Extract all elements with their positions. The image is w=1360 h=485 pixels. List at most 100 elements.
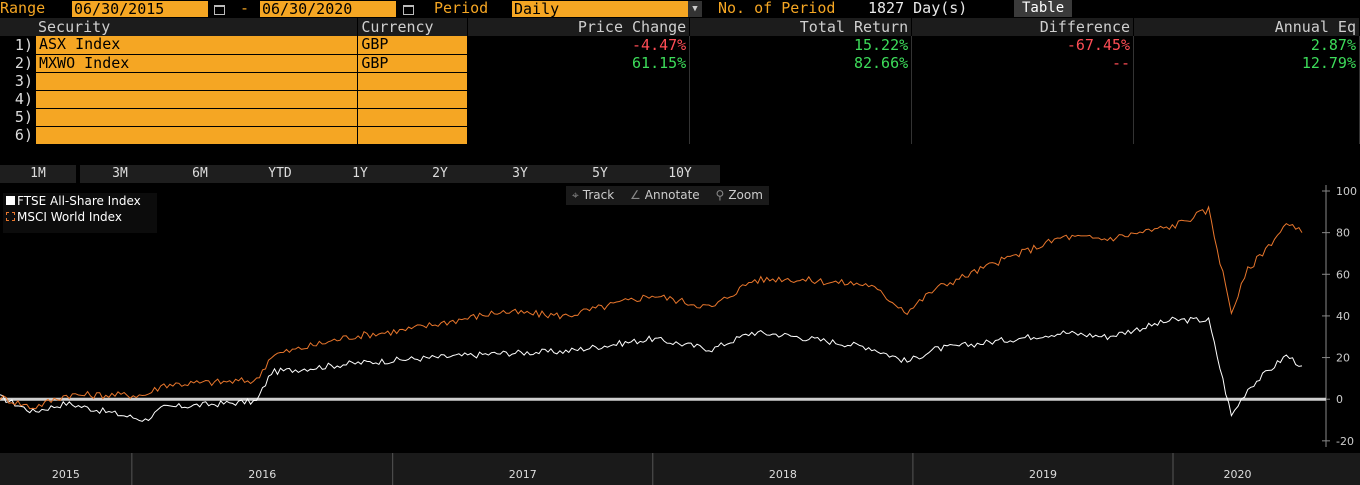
table-row[interactable]: 4) bbox=[0, 90, 1360, 109]
y-tick-label: 40 bbox=[1336, 310, 1350, 323]
row-number: 1) bbox=[14, 36, 33, 54]
difference-cell: -67.45% bbox=[911, 36, 1135, 54]
row-number: 4) bbox=[14, 90, 33, 108]
period-label: Period bbox=[434, 0, 489, 17]
price-change-cell bbox=[467, 108, 691, 126]
period-button-5y[interactable]: 5Y bbox=[560, 165, 641, 183]
security-cell[interactable] bbox=[35, 90, 359, 109]
table-row[interactable]: 3) bbox=[0, 72, 1360, 91]
range-dash: - bbox=[240, 0, 250, 17]
table-button[interactable]: Table bbox=[1014, 0, 1073, 17]
chart-legend: FTSE All-Share Index MSCI World Index bbox=[3, 193, 157, 233]
y-tick-label: 100 bbox=[1336, 185, 1357, 198]
calendar-icon[interactable] bbox=[401, 2, 415, 16]
security-cell[interactable] bbox=[35, 126, 359, 145]
currency-cell[interactable]: GBP bbox=[357, 54, 469, 73]
header-security[interactable]: Security bbox=[0, 18, 359, 36]
annual-eq-cell bbox=[1133, 72, 1360, 90]
annual-eq-cell: 2.87% bbox=[1133, 36, 1360, 54]
security-cell[interactable] bbox=[35, 108, 359, 127]
legend-swatch-ftse bbox=[6, 196, 15, 205]
security-cell[interactable] bbox=[35, 72, 359, 91]
header-total-return[interactable]: Total Return bbox=[689, 18, 913, 36]
annual-eq-cell bbox=[1133, 108, 1360, 126]
table-row[interactable]: 1) ASX Index GBP -4.47% 15.22% -67.45% 2.87% bbox=[0, 36, 1360, 55]
x-axis-band bbox=[0, 453, 1360, 485]
difference-cell: -- bbox=[911, 54, 1135, 72]
annual-eq-cell bbox=[1133, 126, 1360, 144]
track-tool[interactable]: ⌖ Track bbox=[566, 186, 620, 205]
period-button-ytd[interactable]: YTD bbox=[240, 165, 321, 183]
legend-swatch-msci bbox=[6, 212, 15, 221]
legend-item-msci[interactable]: MSCI World Index bbox=[3, 209, 157, 225]
difference-cell bbox=[911, 126, 1135, 144]
track-label: Track bbox=[582, 188, 615, 202]
performance-chart: 100 80 60 40 20 0 -20 2015 2016 2017 2018 2019 2020 bbox=[0, 185, 1360, 485]
header-price-change[interactable]: Price Change bbox=[467, 18, 691, 36]
security-cell[interactable]: ASX Index bbox=[35, 36, 359, 55]
header-currency[interactable]: Currency bbox=[357, 18, 469, 36]
difference-cell bbox=[911, 90, 1135, 108]
total-return-cell bbox=[689, 72, 913, 90]
period-button-3m[interactable]: 3M bbox=[80, 165, 161, 183]
period-button-3y[interactable]: 3Y bbox=[480, 165, 561, 183]
zoom-tool[interactable]: ⚲ Zoom bbox=[710, 186, 769, 205]
table-row[interactable]: 6) bbox=[0, 126, 1360, 145]
chevron-down-icon[interactable]: ▼ bbox=[688, 1, 702, 17]
y-tick-label: 80 bbox=[1336, 227, 1350, 240]
table-row[interactable]: 2) MXWO Index GBP 61.15% 82.66% -- 12.79% bbox=[0, 54, 1360, 73]
annual-eq-cell bbox=[1133, 90, 1360, 108]
calendar-icon[interactable] bbox=[212, 2, 226, 16]
row-number: 5) bbox=[14, 108, 33, 126]
num-period-label: No. of Period bbox=[718, 0, 836, 17]
row-number: 3) bbox=[14, 72, 33, 90]
price-change-cell bbox=[467, 126, 691, 144]
start-date-field[interactable]: 06/30/2015 bbox=[72, 1, 208, 17]
y-tick-label: 20 bbox=[1336, 352, 1350, 365]
currency-cell[interactable] bbox=[357, 72, 469, 91]
period-button-6m[interactable]: 6M bbox=[160, 165, 241, 183]
x-tick-label: 2016 bbox=[248, 468, 276, 481]
legend-label-ftse: FTSE All-Share Index bbox=[17, 194, 141, 208]
total-return-cell: 15.22% bbox=[689, 36, 913, 54]
price-change-cell bbox=[467, 72, 691, 90]
price-change-cell: -4.47% bbox=[467, 36, 691, 54]
chart-toolbar: ⌖ Track ∠ Annotate ⚲ Zoom bbox=[566, 186, 769, 205]
period-button-2y[interactable]: 2Y bbox=[400, 165, 481, 183]
end-date-field[interactable]: 06/30/2020 bbox=[260, 1, 396, 17]
total-return-cell bbox=[689, 126, 913, 144]
currency-cell[interactable]: GBP bbox=[357, 36, 469, 55]
security-cell[interactable]: MXWO Index bbox=[35, 54, 359, 73]
range-bar: Range 06/30/2015 - 06/30/2020 Period Dai… bbox=[0, 0, 1360, 18]
row-number: 6) bbox=[14, 126, 33, 144]
x-tick-label: 2020 bbox=[1224, 468, 1252, 481]
total-return-cell: 82.66% bbox=[689, 54, 913, 72]
price-change-cell bbox=[467, 90, 691, 108]
x-tick-label: 2015 bbox=[52, 468, 80, 481]
table-header-row: Security Currency Price Change Total Ret… bbox=[0, 18, 1360, 36]
currency-cell[interactable] bbox=[357, 90, 469, 109]
y-tick-label: 0 bbox=[1336, 393, 1343, 406]
pencil-icon: ∠ bbox=[630, 188, 641, 202]
annotate-label: Annotate bbox=[644, 188, 700, 202]
header-annual-eq[interactable]: Annual Eq bbox=[1133, 18, 1360, 36]
legend-item-ftse[interactable]: FTSE All-Share Index bbox=[3, 193, 157, 209]
ftse-line bbox=[0, 316, 1303, 422]
annotate-tool[interactable]: ∠ Annotate bbox=[624, 186, 706, 205]
period-button-1y[interactable]: 1Y bbox=[320, 165, 401, 183]
period-button-10y[interactable]: 10Y bbox=[640, 165, 721, 183]
header-difference[interactable]: Difference bbox=[911, 18, 1135, 36]
annual-eq-cell: 12.79% bbox=[1133, 54, 1360, 72]
x-tick-label: 2018 bbox=[769, 468, 797, 481]
num-period-value: 1827 Day(s) bbox=[868, 0, 968, 17]
total-return-cell bbox=[689, 108, 913, 126]
period-select[interactable]: Daily bbox=[512, 1, 688, 17]
currency-cell[interactable] bbox=[357, 126, 469, 145]
period-button-1m[interactable]: 1M bbox=[0, 165, 77, 183]
range-label: Range bbox=[0, 0, 46, 17]
x-tick-label: 2017 bbox=[509, 468, 537, 481]
currency-cell[interactable] bbox=[357, 108, 469, 127]
msci-line bbox=[0, 205, 1303, 410]
x-tick-label: 2019 bbox=[1029, 468, 1057, 481]
table-row[interactable]: 5) bbox=[0, 108, 1360, 127]
